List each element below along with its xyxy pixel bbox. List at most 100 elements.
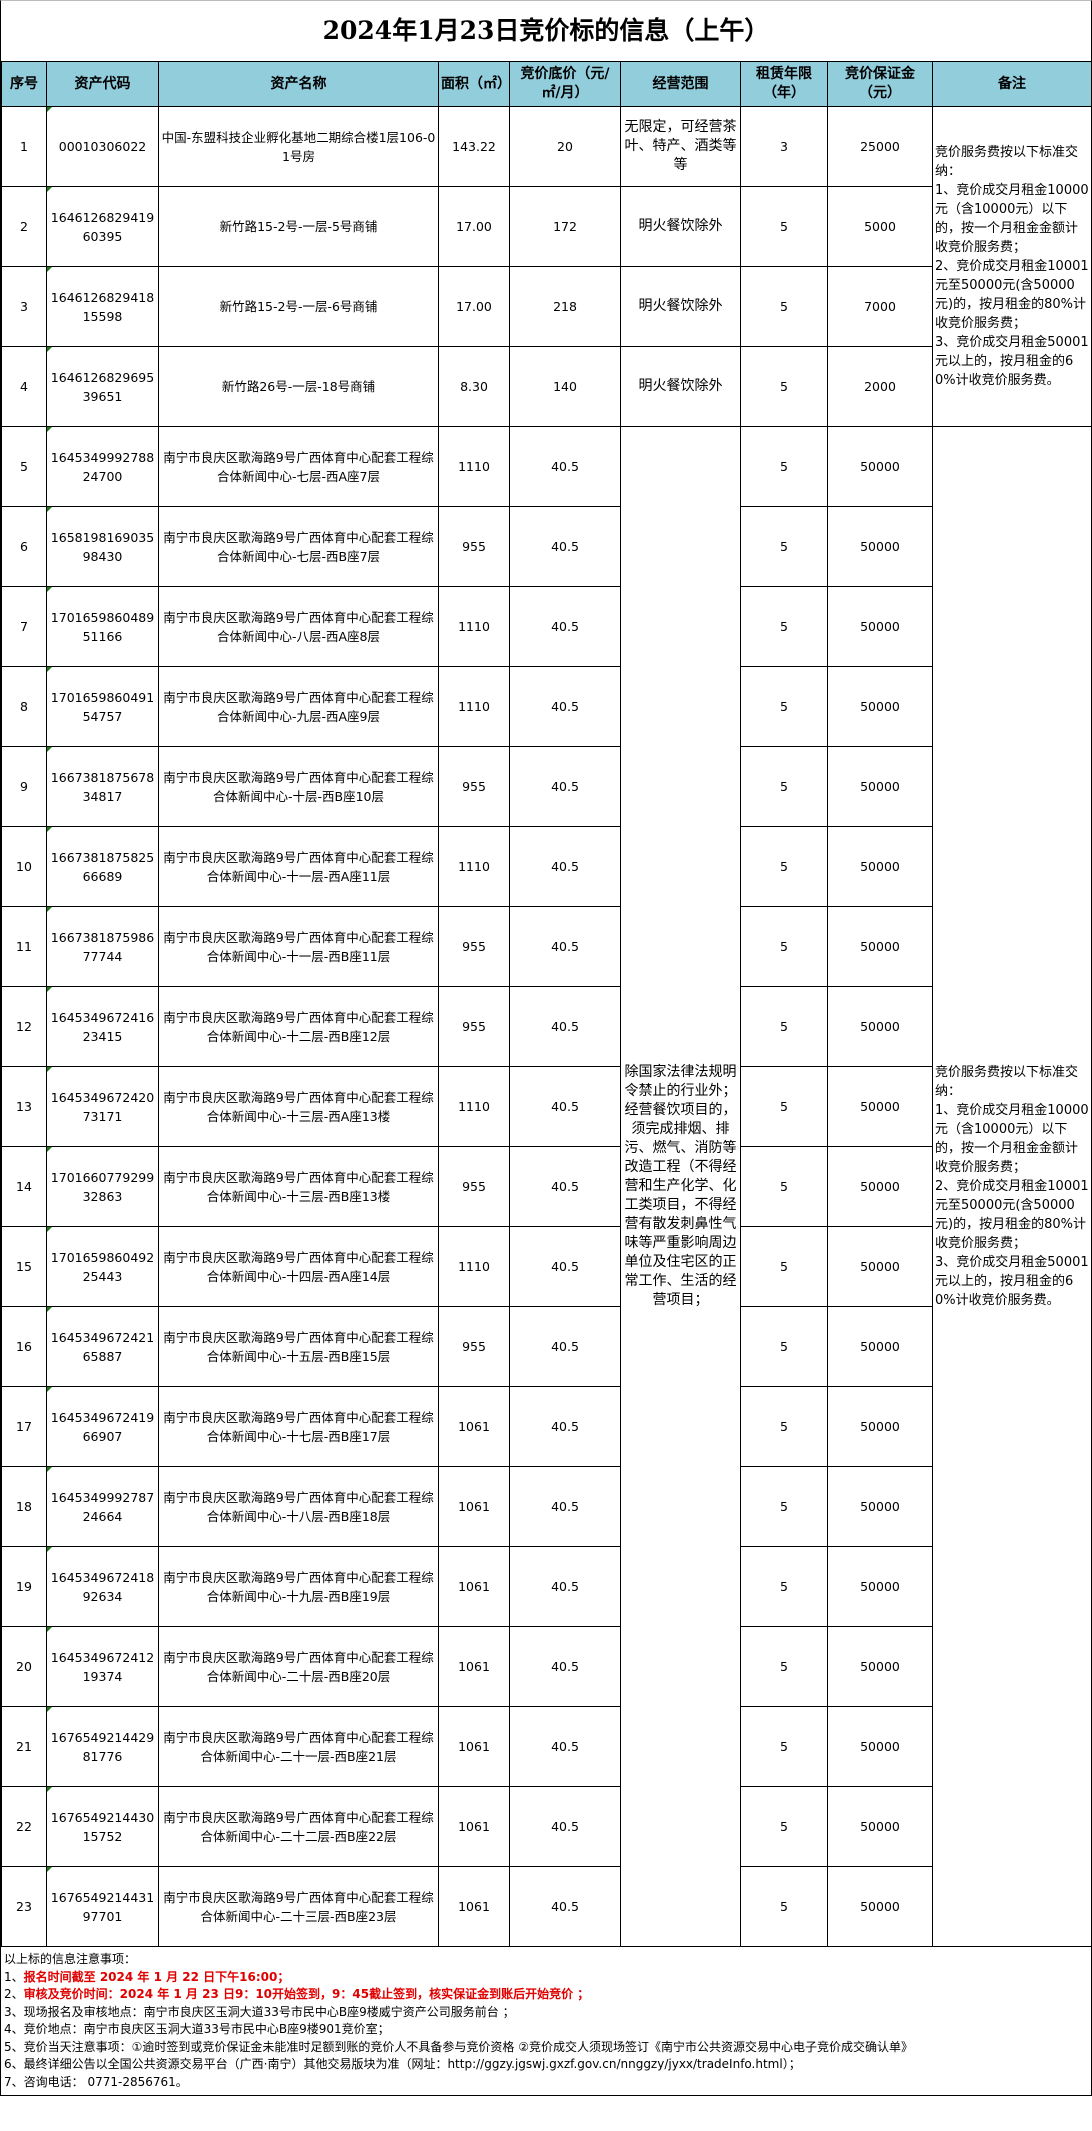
cell-no: 21	[1, 1706, 47, 1787]
cell-code: 164612682941815598	[46, 266, 159, 347]
table-row: 2 164612682941960395 新竹路15-2号-一层-5号商铺 17.00…	[1, 186, 1092, 267]
cell-no: 11	[1, 906, 47, 987]
cell-deposit: 50000	[827, 1226, 933, 1307]
cell-price: 40.5	[509, 1386, 621, 1467]
table-row: 22 167654921443015752 南宁市良庆区歌海路9号广西体育中心配套工…	[1, 1786, 1092, 1867]
cell-years: 5	[740, 1146, 828, 1227]
cell-no: 6	[1, 506, 47, 587]
cell-years: 5	[740, 1626, 828, 1707]
cell-code: 164612682969539651	[46, 346, 159, 427]
cell-years: 5	[740, 1386, 828, 1467]
cell-name: 南宁市良庆区歌海路9号广西体育中心配套工程综合体新闻中心-十一层-西A座11层	[158, 826, 439, 907]
column-header-remark: 备注	[932, 61, 1092, 107]
cell-name: 南宁市良庆区歌海路9号广西体育中心配套工程综合体新闻中心-七层-西B座7层	[158, 506, 439, 587]
cell-deposit: 50000	[827, 666, 933, 747]
cell-deposit: 2000	[827, 346, 933, 427]
table-header-row: 序号 资产代码 资产名称 面积（㎡） 竞价底价（元/㎡/月） 经营范围 租赁年限（年） 竞价保…	[1, 61, 1092, 107]
note-item: 6、最终详细公告以全国公共资源交易平台（广西·南宁）其他交易版块为准（网址：ht…	[4, 2056, 1088, 2074]
cell-area: 955	[438, 906, 510, 987]
cell-code: 164534967242165887	[46, 1306, 159, 1387]
cell-area: 955	[438, 986, 510, 1067]
cell-name: 南宁市良庆区歌海路9号广西体育中心配套工程综合体新闻中心-十二层-西B座12层	[158, 986, 439, 1067]
cell-price: 40.5	[509, 1306, 621, 1387]
cell-years: 3	[740, 106, 828, 187]
note-prefix: 1、	[4, 1969, 24, 1984]
cell-years: 5	[740, 426, 828, 507]
cell-area: 1061	[438, 1866, 510, 1947]
cell-name: 南宁市良庆区歌海路9号广西体育中心配套工程综合体新闻中心-十一层-西B座11层	[158, 906, 439, 987]
note-text: 5、竞价当天注意事项：①逾时签到或竞价保证金未能准时足额到账的竞价人不具备参与竞…	[4, 2039, 913, 2054]
note-text: 3、现场报名及审核地点：南宁市良庆区玉洞大道33号市民中心B座9楼威宁资产公司服…	[4, 2004, 515, 2019]
cell-name: 南宁市良庆区歌海路9号广西体育中心配套工程综合体新闻中心-十四层-西A座14层	[158, 1226, 439, 1307]
note-prefix: 2、	[4, 1987, 24, 2001]
table-row: 4 164612682969539651 新竹路26号-一层-18号商铺 8.30 14…	[1, 346, 1092, 427]
cell-name: 南宁市良庆区歌海路9号广西体育中心配套工程综合体新闻中心-七层-西A座7层	[158, 426, 439, 507]
cell-years: 5	[740, 746, 828, 827]
cell-no: 20	[1, 1626, 47, 1707]
cell-years: 5	[740, 1866, 828, 1947]
cell-price: 40.5	[509, 1626, 621, 1707]
cell-price: 40.5	[509, 1786, 621, 1867]
note-item: 1、报名时间截至 2024 年 1 月 22 日下午16:00；	[4, 1969, 1088, 1987]
cell-area: 17.00	[438, 266, 510, 347]
table-row: 13 164534967242073171 南宁市良庆区歌海路9号广西体育中心配套工…	[1, 1066, 1092, 1147]
cell-deposit: 50000	[827, 1386, 933, 1467]
cell-no: 17	[1, 1386, 47, 1467]
cell-area: 1061	[438, 1466, 510, 1547]
cell-name: 南宁市良庆区歌海路9号广西体育中心配套工程综合体新闻中心-九层-西A座9层	[158, 666, 439, 747]
cell-years: 5	[740, 1226, 828, 1307]
note-text: 报名时间截至 2024 年 1 月 22 日下午16:00；	[23, 1969, 290, 1984]
cell-name: 新竹路15-2号-一层-6号商铺	[158, 266, 439, 347]
cell-name: 南宁市良庆区歌海路9号广西体育中心配套工程综合体新闻中心-十三层-西B座13楼	[158, 1146, 439, 1227]
cell-years: 5	[740, 506, 828, 587]
cell-area: 955	[438, 506, 510, 587]
cell-deposit: 50000	[827, 1146, 933, 1227]
cell-price: 40.5	[509, 1466, 621, 1547]
table-row: 9 166738187567834817 南宁市良庆区歌海路9号广西体育中心配套工程…	[1, 746, 1092, 827]
cell-name: 新竹路15-2号-一层-5号商铺	[158, 186, 439, 267]
cell-no: 12	[1, 986, 47, 1067]
table-row: 23 167654921443197701 南宁市良庆区歌海路9号广西体育中心配套工…	[1, 1866, 1092, 1947]
cell-years: 5	[740, 1466, 828, 1547]
note-item: 7、咨询电话： 0771-2856761。	[4, 2074, 1088, 2092]
cell-scope-group: 除国家法律法规明令禁止的行业外；经营餐饮项目的，须完成排烟、排污、燃气、消防等改…	[620, 426, 741, 1947]
table-row: 17 164534967241966907 南宁市良庆区歌海路9号广西体育中心配套工…	[1, 1386, 1092, 1467]
cell-price: 40.5	[509, 1226, 621, 1307]
column-header-scope: 经营范围	[620, 61, 741, 107]
cell-code: 165819816903598430	[46, 506, 159, 587]
cell-years: 5	[740, 1546, 828, 1627]
cell-area: 1110	[438, 1066, 510, 1147]
cell-code: 167654921442981776	[46, 1706, 159, 1787]
cell-name: 新竹路26号-一层-18号商铺	[158, 346, 439, 427]
cell-price: 40.5	[509, 426, 621, 507]
cell-area: 1110	[438, 1226, 510, 1307]
cell-name: 南宁市良庆区歌海路9号广西体育中心配套工程综合体新闻中心-二十二层-西B座22层	[158, 1786, 439, 1867]
cell-price: 20	[509, 106, 621, 187]
cell-price: 40.5	[509, 666, 621, 747]
cell-deposit: 50000	[827, 506, 933, 587]
note-text: 4、竞价地点：南宁市良庆区玉洞大道33号市民中心B座9楼901竞价室；	[4, 2022, 390, 2036]
cell-no: 4	[1, 346, 47, 427]
cell-name: 南宁市良庆区歌海路9号广西体育中心配套工程综合体新闻中心-二十一层-西B座21层	[158, 1706, 439, 1787]
note-text: 6、最终详细公告以全国公共资源交易平台（广西·南宁）其他交易版块为准（网址：ht…	[4, 2057, 801, 2071]
table-row: 18 164534999278724664 南宁市良庆区歌海路9号广西体育中心配套工…	[1, 1466, 1092, 1547]
cell-no: 23	[1, 1866, 47, 1947]
cell-price: 40.5	[509, 1706, 621, 1787]
cell-remark: 竞价服务费按以下标准交纳： 1、竞价成交月租金10000元（含10000元）以下的…	[932, 426, 1092, 1947]
cell-no: 22	[1, 1786, 47, 1867]
page-title: 2024年1月23日竞价标的信息（上午）	[322, 16, 770, 45]
cell-code: 164612682941960395	[46, 186, 159, 267]
cell-area: 1110	[438, 826, 510, 907]
cell-scope: 明火餐饮除外	[620, 346, 741, 427]
cell-deposit: 50000	[827, 746, 933, 827]
column-header-deposit: 竞价保证金（元）	[827, 61, 933, 107]
cell-no: 5	[1, 426, 47, 507]
cell-no: 1	[1, 106, 47, 187]
cell-code: 166738187567834817	[46, 746, 159, 827]
cell-code: 166738187598677744	[46, 906, 159, 987]
table-row: 15 170165986049225443 南宁市良庆区歌海路9号广西体育中心配套工…	[1, 1226, 1092, 1307]
cell-price: 40.5	[509, 1146, 621, 1227]
cell-deposit: 50000	[827, 586, 933, 667]
cell-deposit: 50000	[827, 1706, 933, 1787]
